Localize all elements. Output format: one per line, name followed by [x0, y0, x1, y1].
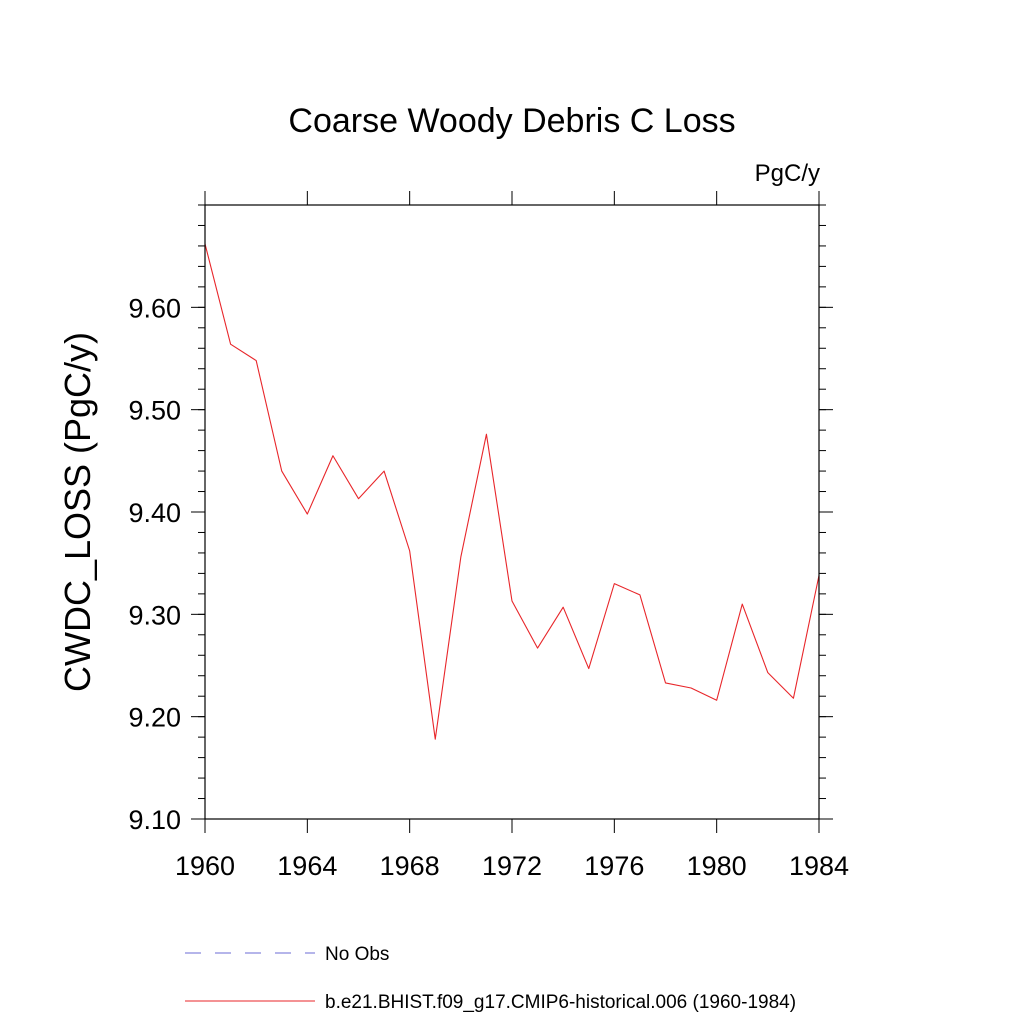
x-tick-label: 1976 [584, 851, 644, 881]
series-line [204, 243, 820, 740]
units-label: PgC/y [755, 160, 820, 187]
axis-ticks [191, 191, 833, 833]
x-tick-label: 1984 [789, 851, 849, 881]
chart-title: Coarse Woody Debris C Loss [288, 102, 735, 140]
plot-frame [204, 204, 820, 820]
x-tick-label: 1960 [175, 851, 235, 881]
y-tick-label: 9.40 [128, 498, 181, 528]
y-axis-label: CWDC_LOSS (PgC/y) [57, 332, 98, 692]
series-layer [204, 243, 820, 740]
y-tick-label: 9.20 [128, 703, 181, 733]
x-tick-label: 1972 [482, 851, 542, 881]
y-tick-label: 9.60 [128, 293, 181, 323]
y-tick-label: 9.10 [128, 805, 181, 835]
legend-label-no-obs: No Obs [325, 944, 389, 965]
y-tick-label: 9.30 [128, 600, 181, 630]
legend-label-model-run: b.e21.BHIST.f09_g17.CMIP6-historical.006… [325, 992, 796, 1013]
x-tick-label: 1980 [687, 851, 747, 881]
axis-tick-labels: 1960 1964 1968 1972 1976 1980 1984 9.10 9.20 9.30… [128, 293, 849, 881]
x-tick-label: 1968 [380, 851, 440, 881]
y-tick-label: 9.50 [128, 396, 181, 426]
x-tick-label: 1964 [277, 851, 337, 881]
legend: No Obs b.e21.BHIST.f09_g17.CMIP6-histori… [185, 944, 796, 1013]
